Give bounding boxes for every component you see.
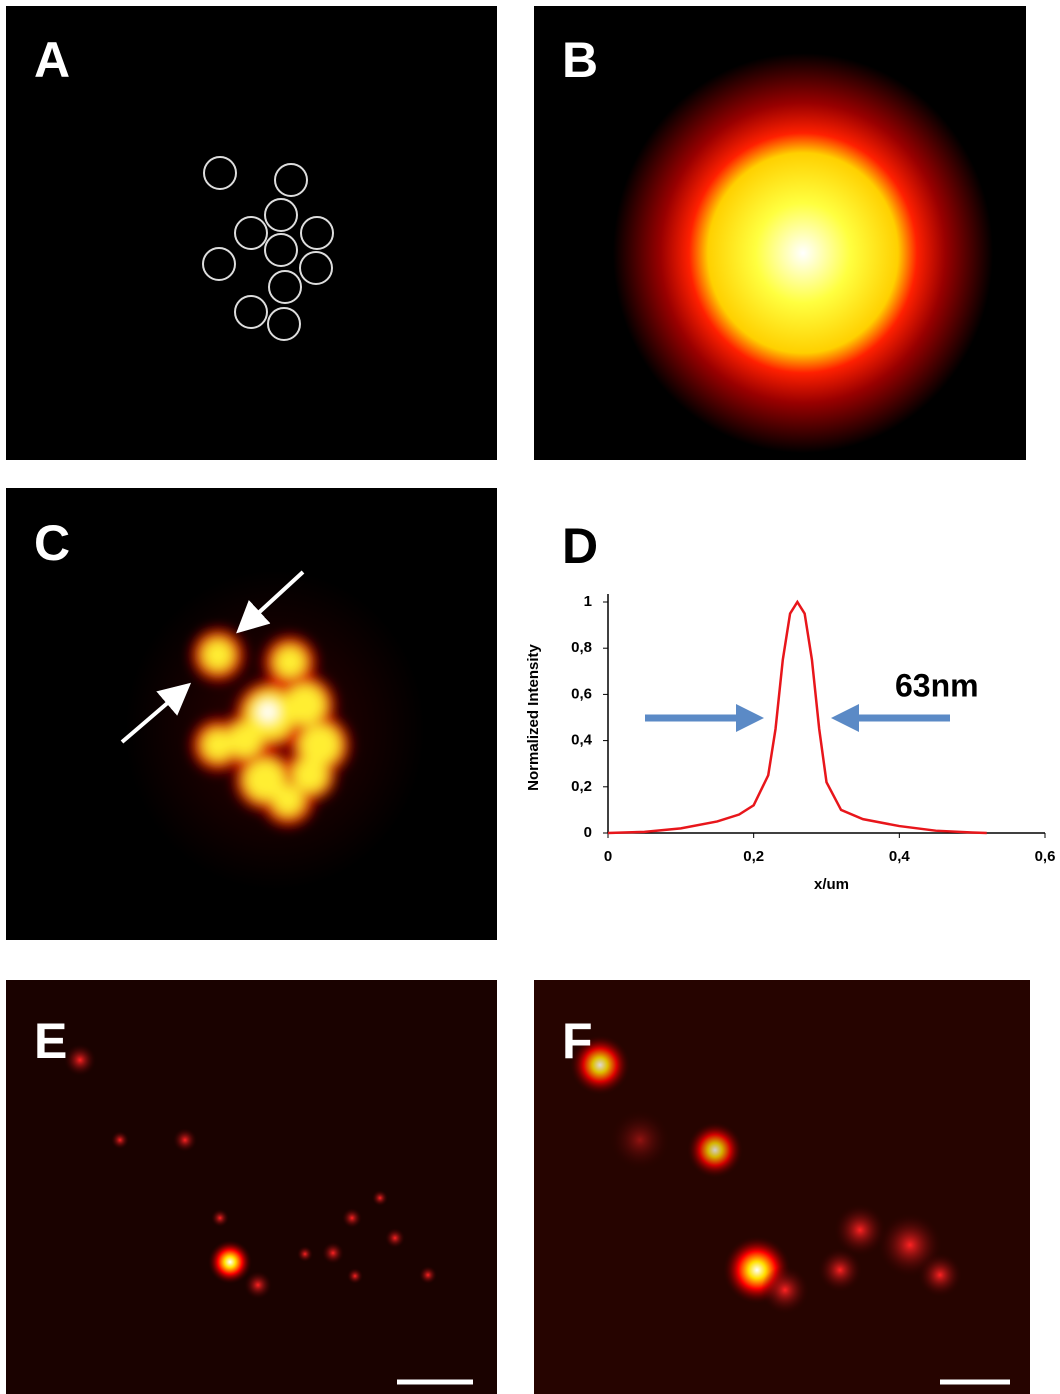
panel-label: B <box>562 32 598 88</box>
x-tick-label: 0,6 <box>1035 848 1056 865</box>
y-tick-label: 0,2 <box>571 778 592 795</box>
panel-label: E <box>34 1013 67 1069</box>
y-tick-label: 0,4 <box>571 732 593 749</box>
panel-e: E <box>6 980 497 1394</box>
y-tick-label: 0 <box>584 824 592 841</box>
panel-d: D 0 0,2 0,4 0,6 0 0,2 0,4 0,6 0,8 1 x/um Normalized… <box>525 518 1055 893</box>
panel-c: C <box>6 488 497 940</box>
y-tick-label: 1 <box>584 593 592 610</box>
x-tick-label: 0 <box>604 848 612 865</box>
annotation: 63nm <box>895 667 979 703</box>
panel-b: B <box>534 6 1026 460</box>
panel-label: A <box>34 32 70 88</box>
panel-f: F <box>534 980 1030 1394</box>
figure: A B C D 00,20,40,600,20,40 <box>0 0 1060 1394</box>
panel-a: A <box>6 6 497 460</box>
y-tick-label: 0,6 <box>571 685 592 702</box>
x-axis-label: x/um <box>814 876 849 893</box>
y-tick-label: 0,8 <box>571 639 592 656</box>
x-tick-label: 0,2 <box>743 848 764 865</box>
y-axis-label: Normalized Intensity <box>525 643 542 790</box>
panel-label: F <box>562 1013 593 1069</box>
x-tick-label: 0,4 <box>889 848 911 865</box>
panel-label: D <box>562 518 598 574</box>
panel-label: C <box>34 515 70 571</box>
